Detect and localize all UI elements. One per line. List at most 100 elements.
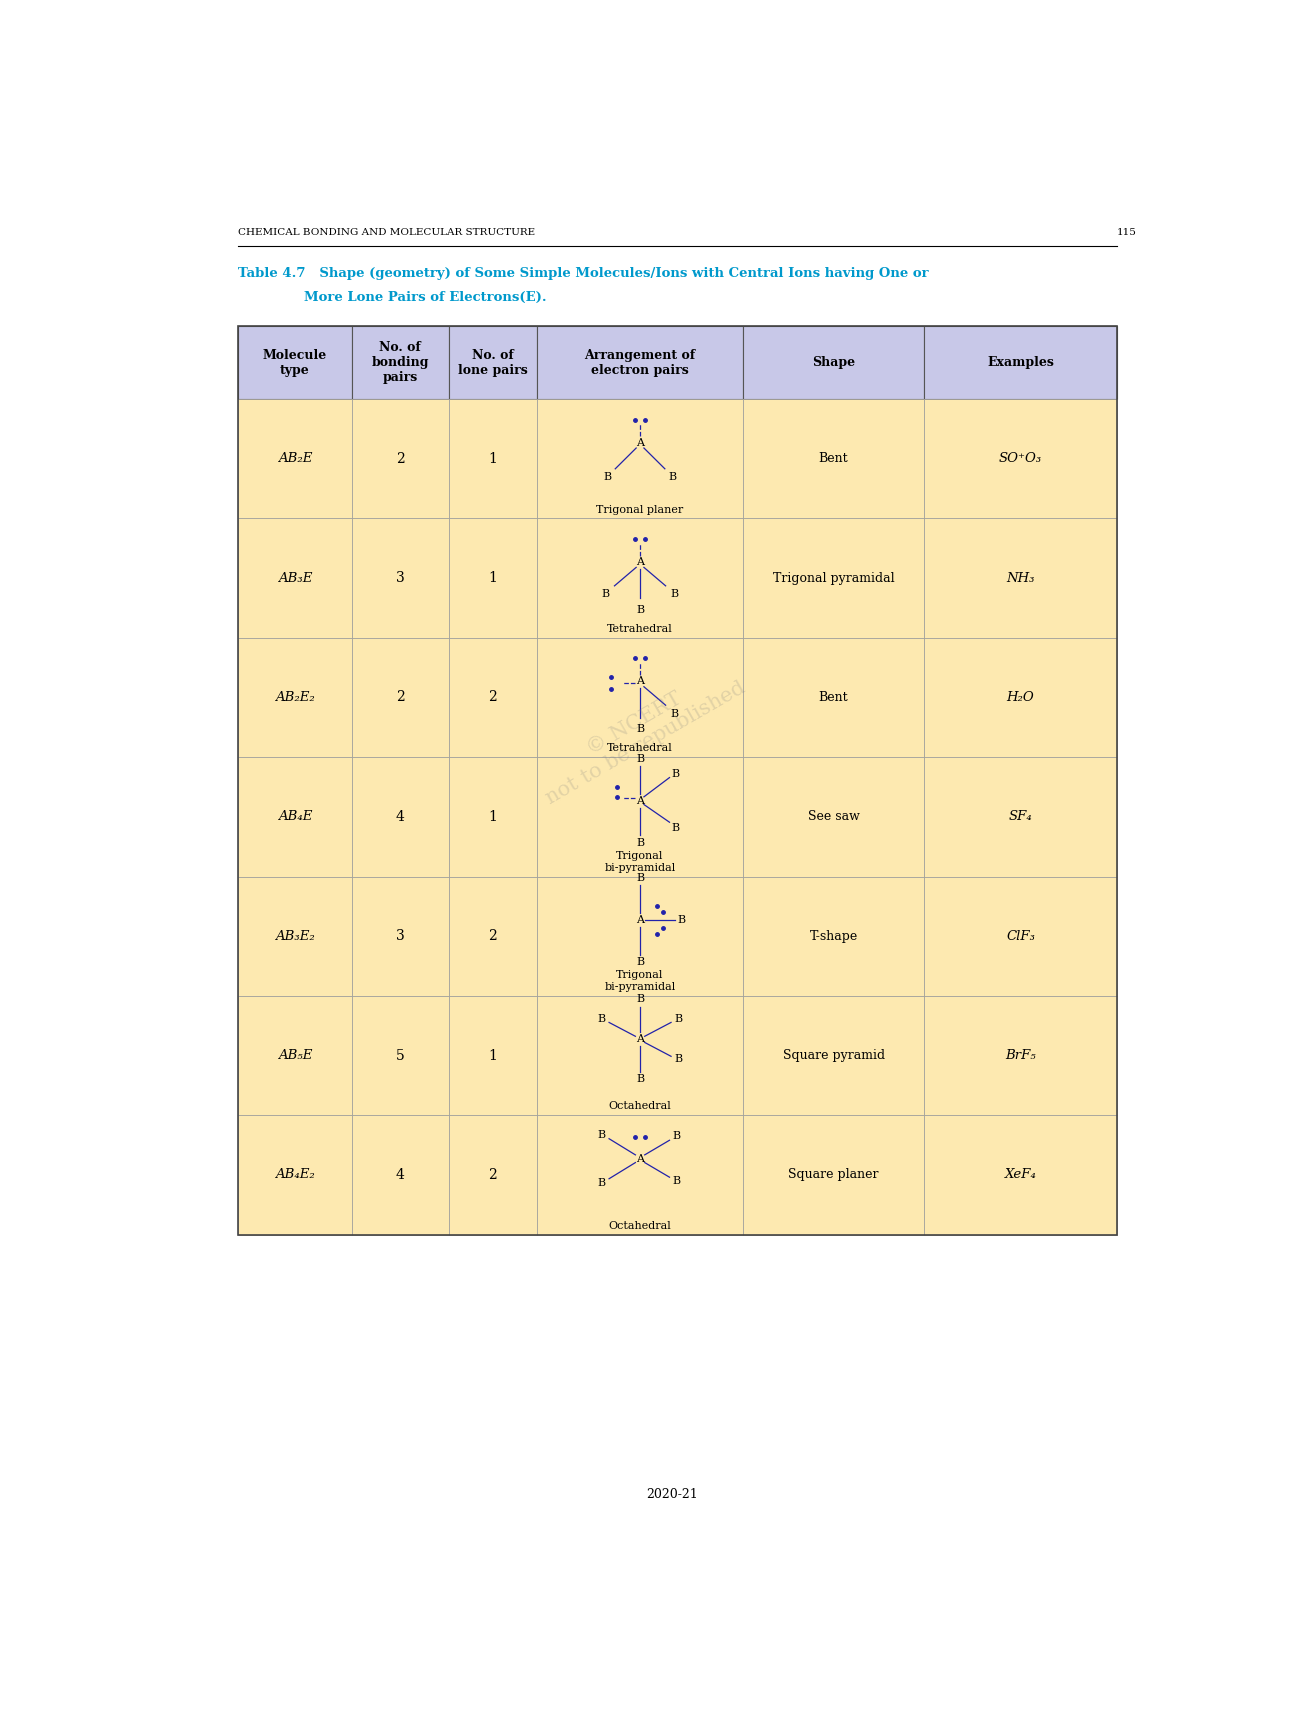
Bar	[924, 877, 1118, 996]
Text: B: B	[673, 1131, 681, 1142]
Text: Tetrahedral: Tetrahedral	[607, 624, 673, 634]
Text: 4: 4	[396, 1167, 405, 1183]
Text: 2: 2	[488, 1167, 497, 1183]
Text: 3: 3	[396, 930, 404, 943]
Bar	[352, 757, 449, 877]
Text: 1: 1	[488, 571, 497, 584]
Text: Trigonal
bi-pyramidal: Trigonal bi-pyramidal	[605, 971, 676, 991]
Text: Examples: Examples	[987, 355, 1054, 369]
Text: A: A	[636, 1034, 644, 1044]
Text: 1: 1	[488, 810, 497, 824]
Bar	[744, 518, 924, 637]
Text: A: A	[636, 677, 644, 687]
Bar	[744, 637, 924, 757]
Bar	[237, 518, 352, 637]
Text: Trigonal
bi-pyramidal: Trigonal bi-pyramidal	[605, 851, 676, 873]
Text: B: B	[636, 605, 644, 615]
Text: XeF₄: XeF₄	[1005, 1169, 1036, 1181]
Text: B: B	[678, 914, 686, 925]
Text: H₂O: H₂O	[1006, 690, 1034, 704]
Bar	[924, 996, 1118, 1116]
Bar	[237, 1116, 352, 1234]
Text: See saw: See saw	[808, 810, 859, 824]
Text: AB₃E₂: AB₃E₂	[276, 930, 315, 943]
Text: B: B	[636, 1075, 644, 1085]
Bar	[237, 877, 352, 996]
Text: B: B	[636, 837, 644, 848]
Bar	[352, 400, 449, 518]
Bar	[352, 996, 449, 1116]
Bar	[744, 996, 924, 1116]
Text: Molecule
type: Molecule type	[262, 349, 327, 376]
Bar	[449, 996, 537, 1116]
Bar	[744, 400, 924, 518]
Text: B: B	[672, 822, 680, 832]
Bar	[537, 518, 744, 637]
Text: AB₂E: AB₂E	[278, 453, 312, 465]
Bar	[537, 996, 744, 1116]
Bar	[744, 326, 924, 400]
Bar	[352, 637, 449, 757]
Bar	[449, 400, 537, 518]
Text: B: B	[604, 472, 611, 482]
Text: 2: 2	[488, 930, 497, 943]
Text: B: B	[674, 1015, 682, 1024]
Text: B: B	[601, 590, 609, 600]
Text: SO⁺O₃: SO⁺O₃	[998, 453, 1042, 465]
Text: A: A	[636, 1154, 644, 1164]
Text: A: A	[636, 796, 644, 805]
Text: B: B	[670, 590, 680, 600]
Text: © NCERT
not to be republished: © NCERT not to be republished	[531, 658, 749, 808]
Text: A: A	[636, 914, 644, 925]
Text: 5: 5	[396, 1049, 404, 1063]
Text: B: B	[636, 995, 644, 1005]
Bar	[924, 400, 1118, 518]
Text: BrF₅: BrF₅	[1005, 1049, 1036, 1061]
Bar	[237, 326, 1118, 1234]
Bar	[352, 1116, 449, 1234]
Text: Octahedral: Octahedral	[609, 1220, 672, 1230]
Bar	[744, 1116, 924, 1234]
Text: Tetrahedral: Tetrahedral	[607, 743, 673, 754]
Bar	[537, 1116, 744, 1234]
Text: CHEMICAL BONDING AND MOLECULAR STRUCTURE: CHEMICAL BONDING AND MOLECULAR STRUCTURE	[237, 227, 535, 236]
Bar	[237, 326, 352, 400]
Bar	[237, 400, 352, 518]
Text: 2: 2	[396, 690, 404, 704]
Bar	[744, 877, 924, 996]
Bar	[924, 518, 1118, 637]
Text: B: B	[674, 1054, 682, 1065]
Text: 1: 1	[488, 451, 497, 467]
Text: AB₃E: AB₃E	[278, 571, 312, 584]
Bar	[744, 757, 924, 877]
Bar	[449, 1116, 537, 1234]
Bar	[449, 877, 537, 996]
Bar	[924, 1116, 1118, 1234]
Text: 4: 4	[396, 810, 405, 824]
Bar	[352, 877, 449, 996]
Text: AB₂E₂: AB₂E₂	[276, 690, 315, 704]
Text: A: A	[636, 557, 644, 567]
Bar	[537, 637, 744, 757]
Text: 2: 2	[488, 690, 497, 704]
Bar	[352, 326, 449, 400]
Text: Arrangement of
electron pairs: Arrangement of electron pairs	[584, 349, 695, 376]
Text: Trigonal planer: Trigonal planer	[597, 504, 684, 514]
Text: 2: 2	[396, 451, 404, 467]
Text: B: B	[597, 1015, 605, 1024]
Text: B: B	[673, 1176, 681, 1186]
Text: Bent: Bent	[819, 453, 849, 465]
Text: Shape: Shape	[812, 355, 855, 369]
Bar	[237, 996, 352, 1116]
Bar	[449, 757, 537, 877]
Text: 2020-21: 2020-21	[647, 1487, 698, 1501]
Text: Trigonal pyramidal: Trigonal pyramidal	[773, 571, 895, 584]
Bar	[537, 400, 744, 518]
Text: NH₃: NH₃	[1006, 571, 1035, 584]
Text: AB₅E: AB₅E	[278, 1049, 312, 1061]
Bar	[537, 757, 744, 877]
Text: B: B	[636, 725, 644, 735]
Text: 1: 1	[488, 1049, 497, 1063]
Text: B: B	[636, 957, 644, 967]
Bar	[924, 757, 1118, 877]
